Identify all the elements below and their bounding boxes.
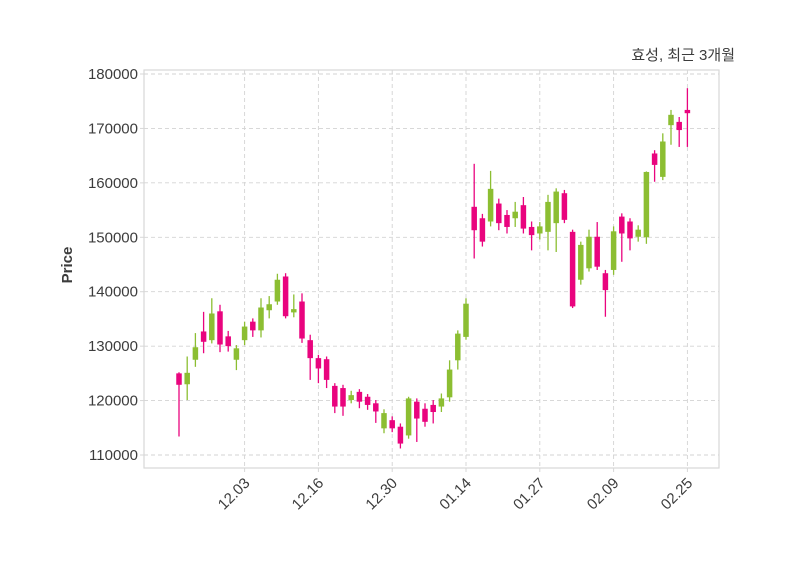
y-tick-label: 180000: [88, 66, 138, 83]
candle-body-up: [578, 244, 584, 280]
candle-body-down: [225, 336, 231, 347]
candle-body-down: [397, 426, 404, 444]
x-tick-label: 12.16: [289, 475, 328, 514]
candle-body-up: [643, 171, 650, 238]
candle-body-down: [430, 404, 436, 413]
candle-body-down: [282, 276, 289, 317]
candle-body-up: [381, 413, 387, 429]
candle-body-down: [299, 301, 305, 339]
y-tick-label: 170000: [88, 120, 138, 137]
candle-body-down: [561, 193, 568, 220]
candle-body-down: [528, 226, 535, 236]
candle-body-up: [660, 141, 666, 177]
candle-body-up: [348, 395, 354, 401]
candle-body-up: [487, 188, 494, 222]
candle-body-up: [233, 348, 240, 360]
candle-body-up: [545, 201, 551, 232]
x-tick-label: 01.27: [510, 475, 549, 514]
candle-body-down: [414, 401, 420, 419]
candle-body-down: [676, 121, 682, 131]
candle-body-down: [389, 420, 395, 429]
candle-body-up: [192, 347, 199, 360]
candle-body-down: [594, 236, 600, 267]
x-tick-label: 12.03: [215, 475, 254, 514]
candle-body-up: [455, 333, 461, 361]
candle-body-down: [619, 216, 625, 234]
candle-body-up: [446, 369, 453, 398]
candle-body-down: [520, 205, 527, 229]
candle-body-down: [422, 408, 428, 422]
candle-body-down: [340, 388, 346, 407]
candle-body-down: [364, 396, 371, 405]
candle-body-down: [315, 358, 322, 369]
candle-body-down: [217, 311, 223, 345]
candle-body-up: [635, 229, 641, 237]
candle-body-down: [250, 321, 256, 331]
x-tick-label: 02.09: [584, 475, 623, 514]
candle-body-down: [332, 385, 338, 407]
x-tick-label: 02.25: [658, 475, 697, 514]
candle-body-up: [291, 309, 297, 313]
candle-body-up: [610, 231, 617, 270]
candle-body-down: [684, 109, 691, 114]
candle-body-up: [241, 326, 248, 341]
candle-body-up: [586, 236, 592, 269]
y-axis-tick-labels: 110000 120000 130000 140000 150000 160000 1700…: [88, 66, 144, 464]
candle-body-up: [274, 279, 281, 302]
candle-body-up: [537, 226, 543, 234]
candle-body-down: [504, 214, 510, 227]
candle-body-up: [553, 191, 559, 224]
candle-body-down: [323, 359, 330, 380]
candle-body-up: [668, 114, 674, 126]
candle-body-up: [438, 398, 445, 407]
y-axis-title: Price: [59, 247, 76, 284]
candle-body-down: [471, 206, 477, 231]
candle-body-up: [258, 307, 264, 331]
candle-body-down: [307, 340, 313, 359]
candle-body-down: [200, 331, 207, 342]
y-tick-label: 140000: [88, 284, 138, 301]
candle-body-up: [405, 398, 412, 436]
y-tick-label: 150000: [88, 229, 138, 246]
candle-body-up: [463, 303, 469, 337]
candle-body-down: [356, 391, 363, 402]
x-axis-tick-labels: 12.03 12.16 12.30 01.14 01.27 02.09 02.25: [215, 468, 696, 513]
candle-body-up: [184, 372, 190, 385]
candle-body-up: [266, 304, 272, 311]
candle-body-down: [602, 273, 609, 291]
y-tick-label: 110000: [89, 447, 138, 464]
candle-body-down: [651, 153, 658, 165]
candle-body-down: [176, 373, 182, 385]
chart-title: 효성, 최근 3개월: [631, 47, 735, 64]
plot-frame: [143, 69, 720, 469]
y-tick-label: 160000: [88, 175, 138, 192]
y-tick-label: 130000: [88, 338, 138, 355]
candle-body-up: [209, 313, 215, 341]
candle-body-down: [496, 203, 502, 224]
candle-body-up: [512, 211, 518, 219]
x-tick-label: 01.14: [436, 475, 475, 514]
candles: [176, 88, 691, 449]
candle-body-down: [569, 231, 576, 307]
x-tick-label: 12.30: [362, 475, 401, 514]
candle-body-down: [627, 221, 633, 239]
candle-body-down: [373, 403, 379, 412]
y-tick-label: 120000: [88, 393, 138, 410]
candle-body-down: [479, 218, 486, 242]
